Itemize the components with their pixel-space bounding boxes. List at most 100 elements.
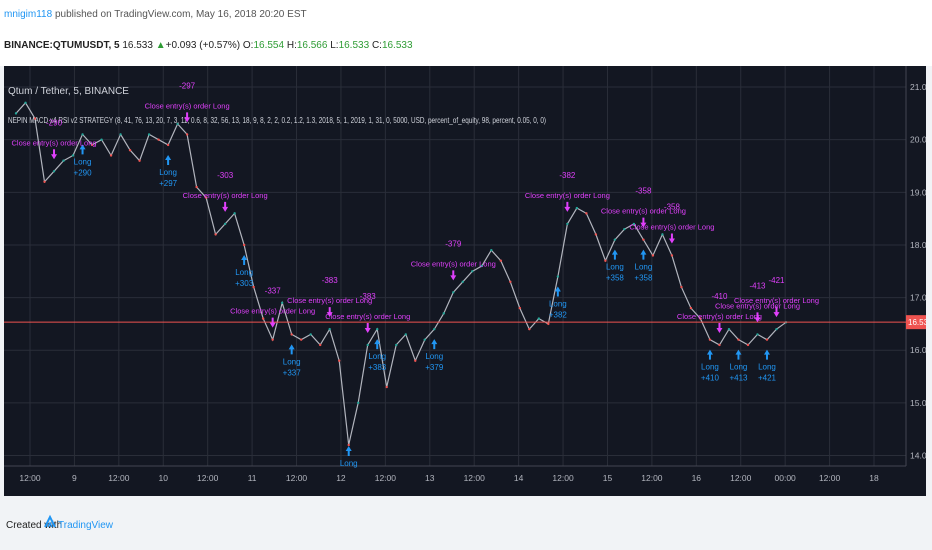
open-label: O: xyxy=(242,40,254,51)
price-point xyxy=(62,159,65,162)
price-point xyxy=(423,338,426,341)
close-exit-value: -383 xyxy=(322,276,339,285)
close-exit-value: -358 xyxy=(664,202,681,211)
close-exit-label: Close entry(s) order Long xyxy=(12,138,97,147)
price-point xyxy=(195,185,198,189)
long-entry-value: +337 xyxy=(283,368,302,377)
long-entry-label: Long xyxy=(758,363,776,372)
x-tick-label: 00:00 xyxy=(775,473,797,483)
close-exit-label: Close entry(s) order Long xyxy=(411,259,496,268)
long-entry-value: +413 xyxy=(729,374,748,383)
price-point xyxy=(90,143,94,147)
long-entry-value: +421 xyxy=(758,374,777,383)
close-exit-value: -297 xyxy=(179,81,196,90)
price-point xyxy=(109,154,113,157)
price-point xyxy=(604,259,607,262)
x-tick-label: 12:00 xyxy=(375,473,397,483)
low-value: 16.533 xyxy=(338,40,370,51)
long-entry-value: +358 xyxy=(634,274,653,283)
long-entry-arrow-icon xyxy=(554,286,561,297)
price-point xyxy=(14,112,18,115)
long-entry-arrow-icon xyxy=(640,249,647,260)
long-entry-arrow-icon xyxy=(79,144,86,155)
y-tick-label: 16.000 xyxy=(910,345,926,355)
long-entry-value: +358 xyxy=(606,274,625,283)
close-exit-arrow-icon xyxy=(773,307,780,318)
price-point xyxy=(166,143,170,147)
close-exit-arrow-icon xyxy=(364,322,371,333)
price-point xyxy=(271,338,274,341)
price-point xyxy=(632,222,636,226)
price-point xyxy=(52,170,56,173)
x-tick-label: 12:00 xyxy=(464,473,486,483)
price-point xyxy=(499,259,503,262)
close-exit-arrow-icon xyxy=(450,270,457,281)
price-point xyxy=(575,206,579,210)
price-point xyxy=(100,138,103,141)
price-chart[interactable]: 14.000 15.000 16.000 17.000 18.000 19.000 20.0… xyxy=(4,66,926,496)
long-entry-value: +290 xyxy=(74,168,93,177)
long-entry-value: +410 xyxy=(701,374,720,383)
symbol-label: BINANCE:QTUMUSDT, 5 xyxy=(4,40,120,51)
x-tick-label: 9 xyxy=(72,473,77,483)
x-tick-label: 12 xyxy=(336,473,346,483)
price-point xyxy=(242,243,246,247)
x-tick-label: 12:00 xyxy=(641,473,663,483)
price-point xyxy=(290,333,293,336)
price-point xyxy=(299,338,303,341)
x-tick-label: 12:00 xyxy=(108,473,130,483)
price-point xyxy=(518,306,522,310)
y-tick-label: 20.000 xyxy=(910,135,926,145)
x-tick-label: 12:00 xyxy=(286,473,308,483)
price-point xyxy=(746,343,750,347)
x-tick-label: 12:00 xyxy=(730,473,752,483)
price-point xyxy=(699,317,702,320)
long-entry-arrow-icon xyxy=(241,254,248,265)
long-entry-arrow-icon xyxy=(288,344,295,355)
price-series-line xyxy=(15,101,787,446)
long-entry-arrow-icon xyxy=(706,349,713,360)
y-tick-label: 18.000 xyxy=(910,240,926,250)
long-entry-arrow-icon xyxy=(611,249,618,260)
price-point xyxy=(642,238,645,241)
long-entry-arrow-icon xyxy=(345,446,352,456)
long-entry-label: Long xyxy=(235,268,253,277)
long-entry-arrow-icon xyxy=(374,339,381,350)
publish-header: mnigim118 published on TradingView.com, … xyxy=(0,0,932,66)
price-point xyxy=(480,264,484,268)
y-tick-label: 19.000 xyxy=(910,187,926,197)
close-exit-value: -379 xyxy=(445,239,462,248)
price-point xyxy=(176,122,179,126)
price-point xyxy=(623,227,626,231)
chart-subtitle: NEPIN MACD x4 RSI v2 STRATEGY (8, 41, 76… xyxy=(8,115,546,125)
x-tick-label: 12:00 xyxy=(552,473,574,483)
price-point xyxy=(138,159,141,162)
close-exit-value: -303 xyxy=(217,171,234,180)
long-entry-value: +382 xyxy=(549,311,568,320)
price-point xyxy=(556,275,560,278)
close-exit-label: Close entry(s) order Long xyxy=(287,296,372,305)
price-point xyxy=(347,443,350,447)
price-point xyxy=(689,306,693,310)
price-point xyxy=(585,212,588,215)
close-exit-arrow-icon xyxy=(222,201,229,212)
long-entry-label: Long xyxy=(606,263,624,272)
chart-area[interactable] xyxy=(4,66,926,496)
x-tick-label: 15 xyxy=(603,473,613,483)
publisher-link[interactable]: mnigim118 xyxy=(4,9,53,20)
quote-line: BINANCE:QTUMUSDT, 5 16.533 ▲+0.093 (+0.5… xyxy=(4,40,413,51)
price-point xyxy=(233,212,236,215)
close-exit-label: Close entry(s) order Long xyxy=(601,207,686,216)
price-point xyxy=(547,322,550,326)
price-point xyxy=(309,333,312,336)
price-point xyxy=(433,327,436,331)
tradingview-brand-link[interactable]: TradingView xyxy=(58,520,114,531)
price-point xyxy=(43,180,46,183)
created-with-label: Created with xyxy=(6,520,63,531)
price-point xyxy=(385,385,388,389)
price-point xyxy=(756,333,759,336)
price-point xyxy=(680,285,683,289)
price-point xyxy=(765,338,769,341)
price-point xyxy=(661,233,664,236)
long-entry-arrow-icon xyxy=(763,349,770,360)
